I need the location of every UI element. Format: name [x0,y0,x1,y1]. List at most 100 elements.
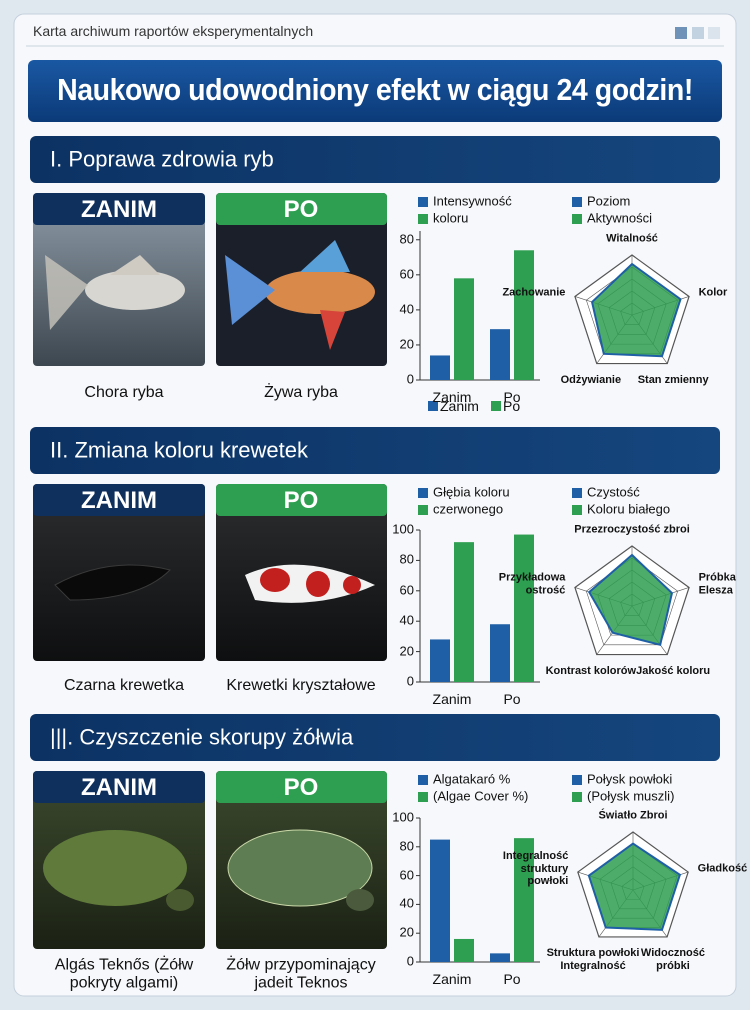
banner-title: Naukowo udowodniony efekt w ciągu 24 god… [57,72,693,107]
y-tick-label: 40 [399,895,414,911]
legend-swatch [491,401,501,411]
legend-label: (Algae Cover %) [433,788,529,804]
legend-label: Koloru białego [587,501,671,517]
y-tick-label: 20 [399,924,414,940]
radar-label: Widoczność próbki [640,947,706,972]
radar-label: Jakość koloru [636,664,711,677]
caption: Algás Teknős (Żółw pokryty algami) [54,956,194,992]
caption: Żywa ryba [264,383,338,401]
banner [28,60,722,122]
section-title: I. Poprawa zdrowia ryb [50,146,274,172]
legend-label: Czystość [587,484,640,500]
y-tick-label: 40 [399,612,414,628]
radar-label: Kontrast kolorów [545,664,637,677]
legend-label: Intensywność [433,193,512,209]
legend-label: Głębia koloru [433,484,510,500]
legend-swatch [572,792,582,802]
radar-label: Witalność [606,232,658,245]
radar-label: Gładkość [697,862,748,875]
legend-label: czerwonego [433,501,504,517]
x-tick-label: Po [503,389,521,405]
photo [216,771,387,949]
bar [514,250,534,380]
bar [454,278,474,380]
bar [430,639,450,682]
radar-label: Próbka Elesza [698,571,736,597]
caption: Żółw przypominający jadeit Teknos [226,956,376,992]
after-label: PO [283,196,319,224]
radar-label: Zachowanie [502,287,566,300]
legend-label: Zanim [440,397,479,414]
y-tick-label: 80 [399,231,414,247]
after-label: PO [283,487,319,515]
x-tick-label: Zanim [432,389,472,405]
y-tick-label: 20 [399,336,414,352]
y-tick-label: 80 [399,838,414,854]
icon [675,27,687,39]
bar [490,953,510,962]
radar-label: Przykładowa ostrość [498,571,566,597]
y-tick-label: 60 [399,266,414,282]
x-tick-label: Zanim [432,971,472,987]
legend-label: Aktywności [587,210,653,226]
radar-label: Struktura powłoki Integralność [546,947,640,972]
radar-label: Światło Zbroi [598,809,668,822]
bar [430,355,450,380]
radar-label: Odżywianie [560,373,622,386]
legend-swatch [418,214,428,224]
caption: Czarna krewetka [63,676,185,694]
y-tick-label: 40 [399,301,414,317]
radar-ring [585,557,679,646]
legend-swatch [428,401,438,411]
legend-swatch [418,505,428,515]
photo [216,484,387,661]
photo [33,193,205,366]
before-label: ZANIM [81,487,157,515]
y-tick-label: 0 [406,371,414,387]
bar [490,329,510,380]
y-tick-label: 80 [399,551,414,567]
legend-swatch [572,775,582,785]
icon [708,27,720,39]
bar [430,839,450,962]
bar [454,938,474,962]
legend-swatch [572,214,582,224]
radar-area [587,842,682,931]
photo [33,484,205,661]
section-header [30,427,720,474]
legend-swatch [572,197,582,207]
bar [454,542,474,682]
section-title: II. Zmiana koloru krewetek [50,437,308,463]
legend-swatch [418,792,428,802]
x-tick-label: Po [503,691,521,707]
y-tick-label: 100 [392,809,414,825]
legend-label: Algatakaró % [433,771,511,787]
before-label: ZANIM [81,774,157,802]
y-tick-label: 0 [406,953,414,969]
section-header [30,714,720,761]
legend-swatch [418,197,428,207]
y-tick-label: 100 [392,521,414,537]
photo [33,771,205,949]
legend-swatch [418,488,428,498]
photo [216,193,387,366]
legend-label: Połysk powłoki [587,771,673,787]
legend-label: Poziom [587,193,631,209]
legend-label: (Połysk muszli) [587,788,675,804]
legend-label: Po [503,397,521,414]
y-tick-label: 60 [399,582,414,598]
radar-area [587,553,674,647]
bar [514,838,534,962]
radar-label: Integralność struktury powłoki [502,850,569,888]
section-title: |||. Czyszczenie skorupy żółwia [50,724,354,750]
radar-label: Stan zmienny [637,373,709,386]
icon [692,27,704,39]
x-tick-label: Zanim [432,691,472,707]
x-tick-label: Po [503,971,521,987]
section-header [30,136,720,183]
y-tick-label: 0 [406,673,414,689]
radar-label: Przezroczystość zbroi [574,523,690,536]
caption: Krewetki kryształowe [226,676,376,694]
